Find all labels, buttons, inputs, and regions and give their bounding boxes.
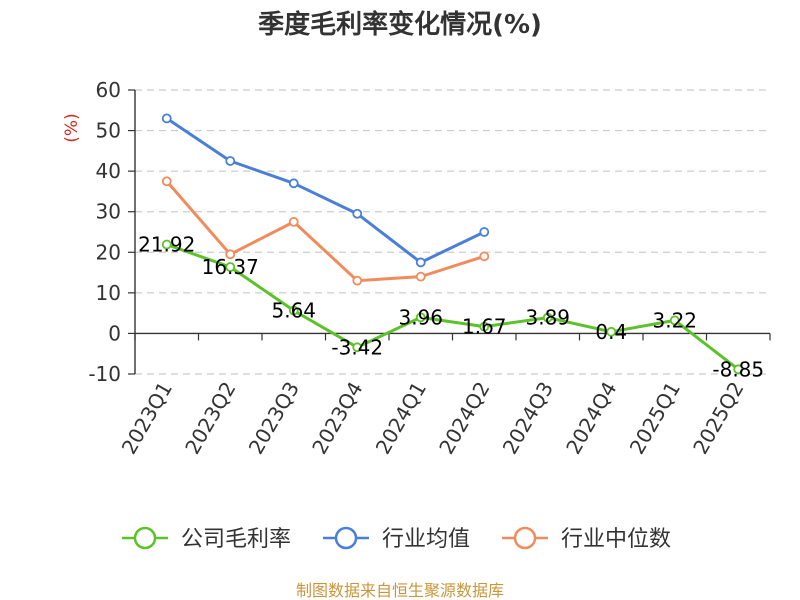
data-labels: 21.92 16.37 5.64 -3.42 3.96 1.67 3.89 0.4 3.22 -8… xyxy=(138,232,764,381)
data-point xyxy=(288,178,299,189)
legend-marker xyxy=(334,526,358,550)
data-label: 5.64 xyxy=(271,299,316,323)
series-line xyxy=(166,243,740,371)
chart-title: 季度毛利率变化情况(%) xyxy=(258,9,542,40)
data-point xyxy=(415,257,426,268)
data-point xyxy=(161,239,172,250)
y-tick-labels: -10 0 10 20 30 40 50 60 xyxy=(88,78,121,386)
y-tick-label: 50 xyxy=(96,119,121,143)
data-point xyxy=(225,262,236,272)
footer-source: 制图数据来自恒生聚源数据库 xyxy=(296,581,504,600)
x-tick-label: 2025Q2 xyxy=(688,378,748,459)
x-tick-label: 2023Q2 xyxy=(180,378,240,459)
legend-marker xyxy=(133,526,157,550)
legend-label: 公司毛利率 xyxy=(181,527,291,552)
data-point xyxy=(225,249,236,260)
series-lines xyxy=(161,113,744,375)
data-point xyxy=(352,342,363,353)
legend-item: 行业中位数 xyxy=(502,526,671,552)
legend-item: 行业均值 xyxy=(323,526,470,552)
series-2 xyxy=(161,176,490,286)
x-tick-label: 2024Q4 xyxy=(561,378,621,459)
data-point xyxy=(479,227,490,237)
series-0 xyxy=(161,239,744,375)
data-label: 16.37 xyxy=(202,255,259,279)
y-tick-label: 40 xyxy=(96,159,121,183)
data-point xyxy=(288,216,299,227)
y-tick-label: 60 xyxy=(96,78,121,102)
x-tick-labels: 2023Q1 2023Q2 2023Q3 2023Q4 2024Q1 2024Q2 2024… xyxy=(117,378,749,459)
data-label: -3.42 xyxy=(331,335,383,359)
legend-marker xyxy=(513,526,537,550)
x-tick-label: 2024Q1 xyxy=(371,378,431,459)
legend: 公司毛利率 行业均值 行业中位数 xyxy=(122,526,671,552)
data-point xyxy=(352,208,363,219)
legend-label: 行业均值 xyxy=(382,527,470,552)
x-tick-label: 2023Q3 xyxy=(244,378,304,459)
x-tick-label: 2024Q3 xyxy=(498,378,558,459)
y-tick-label: 30 xyxy=(96,200,121,224)
data-point xyxy=(479,321,490,332)
series-1 xyxy=(161,113,490,268)
y-tick-label: 0 xyxy=(108,321,121,345)
legend-item: 公司毛利率 xyxy=(122,526,291,552)
data-label: 3.96 xyxy=(398,305,443,329)
y-tick-label: -10 xyxy=(88,362,121,386)
data-point xyxy=(225,156,236,166)
data-point xyxy=(161,176,172,187)
y-tick-label: 10 xyxy=(96,281,121,305)
data-point xyxy=(288,305,299,316)
data-label: 0.4 xyxy=(595,320,627,344)
data-label: 1.67 xyxy=(462,315,507,339)
x-tick-label: 2025Q1 xyxy=(625,378,685,459)
series-line xyxy=(165,117,485,264)
y-tick-label: 20 xyxy=(96,240,121,264)
y-axis-label: (%) xyxy=(62,113,82,142)
data-label: 3.89 xyxy=(525,306,570,330)
data-point xyxy=(606,326,617,337)
data-label: 21.92 xyxy=(138,232,195,256)
data-label: -8.85 xyxy=(712,357,764,381)
data-point xyxy=(479,251,490,262)
data-label: 3.22 xyxy=(652,308,697,332)
axes xyxy=(134,90,771,374)
data-point xyxy=(415,271,426,282)
x-tick-label: 2024Q2 xyxy=(434,378,494,459)
data-point xyxy=(352,275,363,286)
x-tick-label: 2023Q1 xyxy=(117,378,177,459)
x-tick-label: 2023Q4 xyxy=(307,378,367,459)
data-point xyxy=(415,312,426,323)
legend-label: 行业中位数 xyxy=(561,527,671,552)
data-point xyxy=(161,113,172,124)
data-point xyxy=(733,364,744,375)
grid-lines xyxy=(128,89,770,375)
data-point xyxy=(669,315,680,326)
data-point xyxy=(542,312,553,323)
series-line xyxy=(165,180,485,283)
